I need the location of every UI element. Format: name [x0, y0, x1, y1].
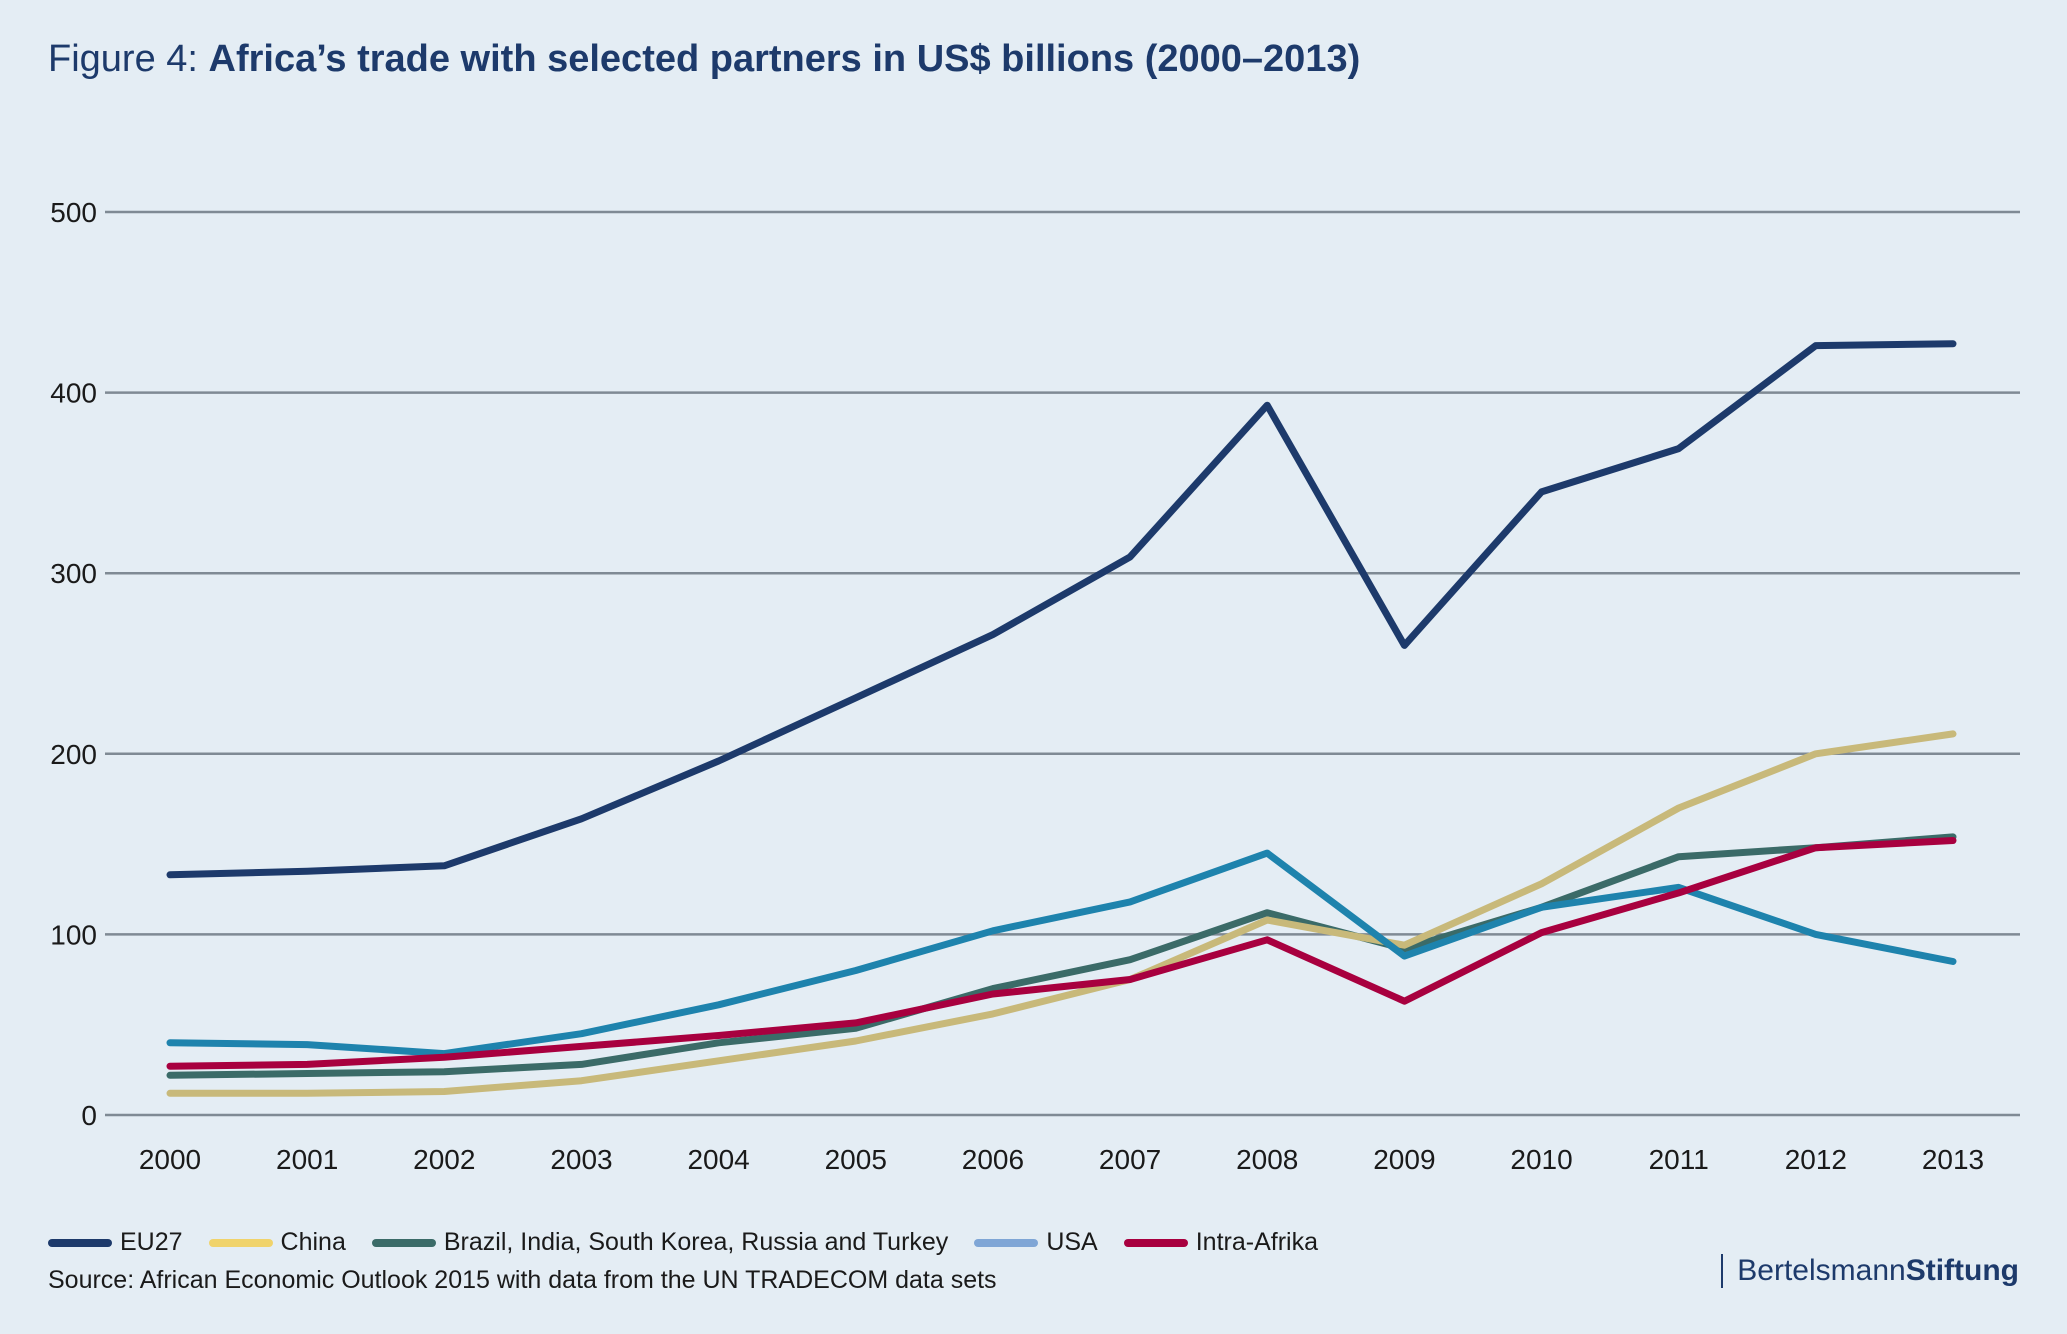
- x-tick-label: 2011: [1649, 1144, 1709, 1175]
- legend-swatch: [48, 1238, 112, 1247]
- x-tick-label: 2001: [276, 1144, 338, 1175]
- brand-name-part2: Stiftung: [1905, 1254, 2019, 1287]
- legend-swatch: [208, 1238, 273, 1247]
- legend-item-intra-afrika: Intra-Afrika: [1123, 1228, 1318, 1257]
- y-tick-label: 300: [50, 558, 97, 589]
- x-tick-label: 2008: [1236, 1144, 1298, 1175]
- x-tick-label: 2007: [1099, 1144, 1161, 1175]
- y-tick-label: 0: [81, 1100, 97, 1131]
- legend-item-brazil-india-south-korea-russia-and-turkey: Brazil, India, South Korea, Russia and T…: [371, 1228, 949, 1257]
- x-tick-label: 2006: [962, 1144, 1024, 1175]
- legend-item-usa: USA: [974, 1228, 1098, 1257]
- brand-name-part1: Bertelsmann: [1737, 1254, 1906, 1287]
- series-line-china: [166, 730, 1957, 1097]
- legend-label: China: [280, 1228, 346, 1256]
- series-line-usa: [166, 849, 1957, 1058]
- legend-label: USA: [1046, 1228, 1098, 1256]
- figure-title: Africa’s trade with selected partners in…: [208, 38, 1361, 80]
- chart-title: Figure 4: Africa’s trade with selected p…: [48, 38, 1360, 81]
- legend-label: Intra-Afrika: [1195, 1228, 1318, 1256]
- y-tick-label: 100: [50, 919, 97, 950]
- legend-label: Brazil, India, South Korea, Russia and T…: [443, 1228, 949, 1256]
- source-note: Source: African Economic Outlook 2015 wi…: [48, 1266, 997, 1294]
- x-tick-label: 2013: [1922, 1144, 1984, 1175]
- x-tick-label: 2000: [139, 1144, 201, 1175]
- line-chart: 0 100 200 300 400 500 2000 2001 2002 2003 2004 2005…: [50, 197, 2020, 1175]
- series-line-intra-afrika: [166, 837, 1957, 1070]
- x-tick-label: 2002: [413, 1144, 475, 1175]
- legend-label: EU27: [120, 1228, 183, 1256]
- x-tick-label: 2010: [1510, 1144, 1572, 1175]
- legend-swatch: [1123, 1238, 1188, 1247]
- x-tick-label: 2004: [687, 1144, 749, 1175]
- series-line-eu27: [166, 340, 1957, 879]
- brand-logo: BertelsmannStiftung: [1721, 1254, 2019, 1288]
- chart-legend: EU27 China Brazil, India, South Korea, Rus…: [48, 1228, 1344, 1257]
- legend-item-china: China: [208, 1228, 346, 1257]
- x-tick-label: 2003: [550, 1144, 612, 1175]
- x-tick-label: 2005: [825, 1144, 887, 1175]
- legend-swatch: [371, 1238, 436, 1247]
- y-tick-label: 200: [50, 739, 97, 770]
- series-line-brazil-india-south-korea-russia-and-turkey: [166, 833, 1957, 1079]
- figure-label: Figure 4:: [48, 38, 209, 80]
- y-tick-label: 500: [50, 197, 97, 228]
- x-tick-label: 2012: [1785, 1144, 1847, 1175]
- legend-swatch: [974, 1238, 1039, 1247]
- y-tick-label: 400: [50, 378, 97, 409]
- legend-item-eu27: EU27: [48, 1228, 183, 1257]
- x-tick-label: 2009: [1373, 1144, 1435, 1175]
